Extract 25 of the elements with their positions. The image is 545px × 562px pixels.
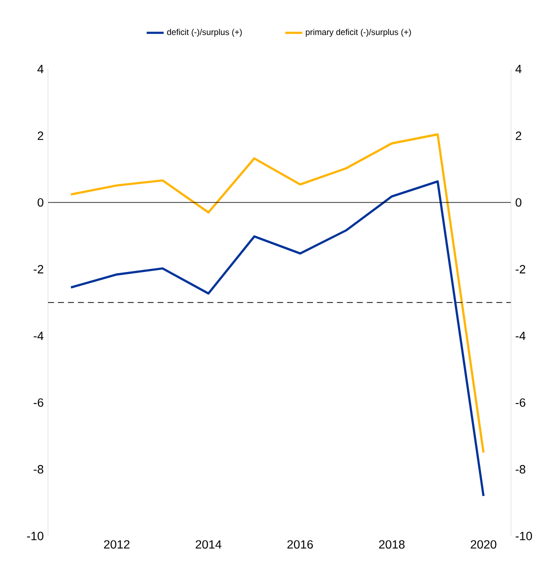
y2-tick-label: -10: [516, 532, 532, 540]
y2-tick-label: -6: [516, 398, 526, 407]
y-tick-label: -4: [34, 332, 44, 340]
legend-label: primary deficit (-)/surplus (+): [306, 28, 411, 37]
y2-tick-label: -4: [516, 332, 526, 340]
x-tick-label: 2018: [379, 540, 405, 549]
y-tick-label: 4: [37, 64, 44, 74]
y-tick-label: 2: [38, 132, 44, 140]
y2-tick-label: -2: [516, 264, 526, 274]
line-series: [70, 133, 485, 454]
x-tick-label: 2020: [470, 540, 496, 549]
x-tick-label: 2014: [196, 540, 222, 549]
y-tick-label: -8: [34, 465, 44, 474]
y-tick-label: 0: [38, 198, 44, 207]
y-tick-label: -2: [34, 264, 44, 274]
legend-label: deficit (-)/surplus (+): [167, 28, 242, 37]
x-tick-label: 2012: [104, 540, 130, 549]
y2-tick-label: 4: [515, 64, 522, 74]
line-series: [70, 180, 485, 498]
y2-tick-label: 0: [516, 198, 522, 207]
y2-tick-label: -8: [516, 465, 526, 474]
y-tick-label: -10: [27, 532, 44, 540]
x-tick-label: 2016: [287, 540, 313, 549]
y2-tick-label: 2: [516, 132, 522, 140]
y-tick-label: -6: [34, 398, 44, 407]
